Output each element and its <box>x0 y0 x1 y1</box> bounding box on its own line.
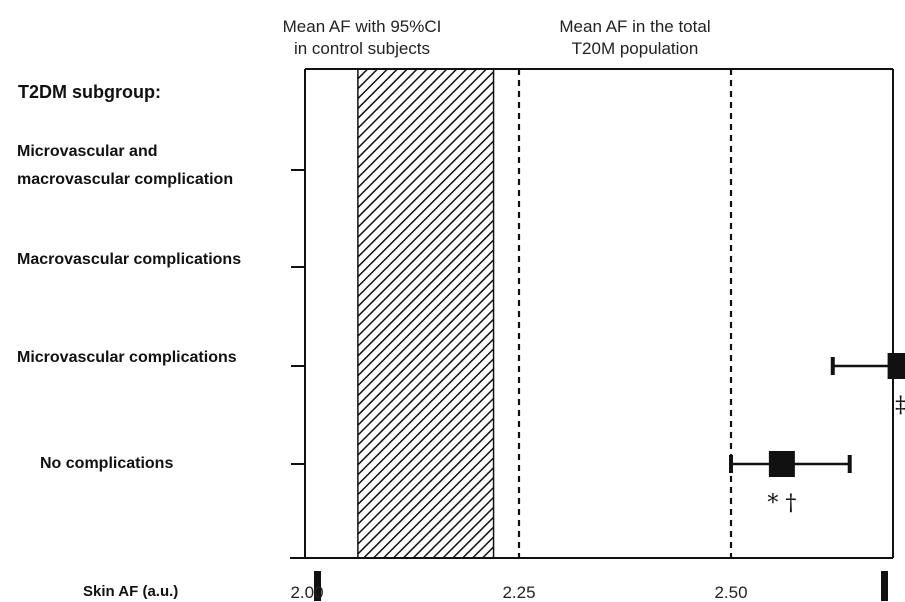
subgroup-label: macrovascular complication <box>17 171 233 188</box>
subgroup-label: No complications <box>40 455 173 472</box>
control-annotation-line-2: in control subjects <box>293 39 431 58</box>
significance-marker: ‡ <box>895 393 905 418</box>
control-annotation-line-1: Mean AF with 95%CI <box>282 17 442 36</box>
total-annotation-line-1: Mean AF in the total <box>559 17 711 36</box>
mean-marker <box>887 353 905 379</box>
total-annotation-line-2: T20M population <box>571 39 699 58</box>
subgroup-label: Microvascular and <box>17 143 158 160</box>
axis-start-marker <box>314 571 321 601</box>
control-ci-band <box>357 68 495 559</box>
x-tick-label: 2.25 <box>502 583 535 602</box>
x-tick-label: 2.00 <box>290 583 323 602</box>
x-tick-label: 2.50 <box>714 583 747 602</box>
control-annotation: Mean AF with 95%CI in control subjects <box>262 16 462 60</box>
significance-marker: * † <box>767 491 796 516</box>
subgroup-label: Microvascular complications <box>17 349 237 366</box>
subgroup-heading: T2DM subgroup: <box>18 82 161 102</box>
x-axis-label: Skin AF (a.u.) <box>83 583 179 600</box>
subgroup-label: Macrovascular complications <box>17 251 241 268</box>
total-mean-annotation: Mean AF in the total T20M population <box>535 16 735 60</box>
axis-end-marker <box>881 571 888 601</box>
mean-marker <box>768 451 795 477</box>
